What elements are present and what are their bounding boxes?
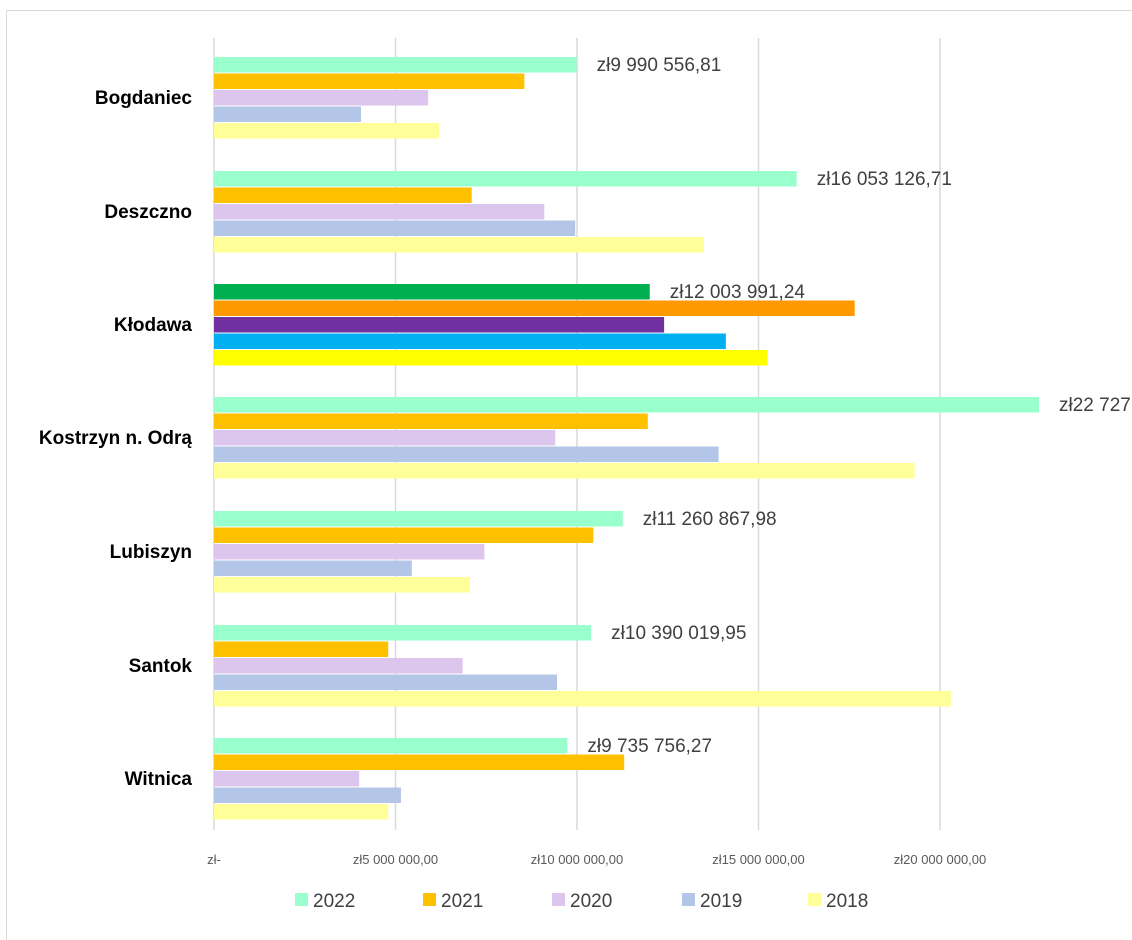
bar-2020-6 xyxy=(214,771,360,787)
legend-swatch-2022 xyxy=(295,893,308,906)
x-tick-label-4: zł20 000 000,00 xyxy=(894,852,987,867)
bar-2020-5 xyxy=(214,658,463,674)
x-tick-label-3: zł15 000 000,00 xyxy=(712,852,805,867)
x-tick-label-0: zł- xyxy=(207,852,221,867)
bar-2018-4 xyxy=(214,577,470,593)
chart-frame xyxy=(6,10,1132,940)
bar-2022-1 xyxy=(214,171,797,187)
bar-2021-2 xyxy=(214,300,855,316)
bar-2020-1 xyxy=(214,204,545,220)
bar-2021-1 xyxy=(214,187,472,203)
bar-2021-5 xyxy=(214,641,389,657)
bar-2022-4 xyxy=(214,511,623,527)
legend-swatch-2019 xyxy=(682,893,695,906)
bar-2020-2 xyxy=(214,317,665,333)
bar-2022-5 xyxy=(214,625,592,641)
bar-2019-5 xyxy=(214,674,558,690)
bar-2018-3 xyxy=(214,463,915,479)
legend-label-2018: 2018 xyxy=(826,891,868,912)
bar-2021-0 xyxy=(214,73,525,89)
category-label-4: Lubiszyn xyxy=(110,542,192,563)
data-label-0: zł9 990 556,81 xyxy=(597,55,722,76)
bar-2020-0 xyxy=(214,90,429,106)
category-label-3: Kostrzyn n. Odrą xyxy=(39,428,193,449)
data-label-6: zł9 735 756,27 xyxy=(587,736,712,757)
data-label-3: zł22 727 942,79 xyxy=(1059,395,1132,416)
bar-2018-5 xyxy=(214,691,951,707)
bar-2019-6 xyxy=(214,787,401,803)
bar-2018-2 xyxy=(214,350,768,366)
legend-swatch-2020 xyxy=(552,893,565,906)
category-label-6: Witnica xyxy=(125,769,193,790)
data-label-4: zł11 260 867,98 xyxy=(643,509,777,530)
legend-label-2022: 2022 xyxy=(313,891,355,912)
data-label-2: zł12 003 991,24 xyxy=(670,282,806,303)
bar-2019-4 xyxy=(214,560,412,576)
category-label-1: Deszczno xyxy=(104,202,192,223)
category-label-0: Bogdaniec xyxy=(95,88,193,109)
bar-2022-3 xyxy=(214,397,1040,413)
bar-2020-3 xyxy=(214,430,556,446)
bar-2018-1 xyxy=(214,237,705,253)
bar-2018-0 xyxy=(214,123,440,139)
bar-2019-3 xyxy=(214,446,719,462)
legend-label-2020: 2020 xyxy=(570,891,612,912)
data-label-1: zł16 053 126,71 xyxy=(817,169,952,190)
legend-swatch-2018 xyxy=(808,893,821,906)
bar-2022-0 xyxy=(214,57,577,73)
bar-2022-2 xyxy=(214,284,650,300)
x-tick-label-2: zł10 000 000,00 xyxy=(531,852,624,867)
category-label-5: Santok xyxy=(129,656,193,677)
x-tick-label-1: zł5 000 000,00 xyxy=(353,852,438,867)
category-label-2: Kłodawa xyxy=(114,315,193,336)
bar-2019-1 xyxy=(214,220,576,236)
bar-2021-4 xyxy=(214,527,594,543)
bar-2020-4 xyxy=(214,544,485,560)
bar-2018-6 xyxy=(214,804,389,820)
bar-2019-2 xyxy=(214,333,726,349)
legend-label-2019: 2019 xyxy=(700,891,742,912)
legend-swatch-2021 xyxy=(423,893,436,906)
legend-label-2021: 2021 xyxy=(441,891,483,912)
bar-2021-6 xyxy=(214,754,625,770)
bar-2021-3 xyxy=(214,413,648,429)
bar-2022-6 xyxy=(214,738,568,754)
bar-2019-0 xyxy=(214,106,362,122)
data-label-5: zł10 390 019,95 xyxy=(611,623,746,644)
